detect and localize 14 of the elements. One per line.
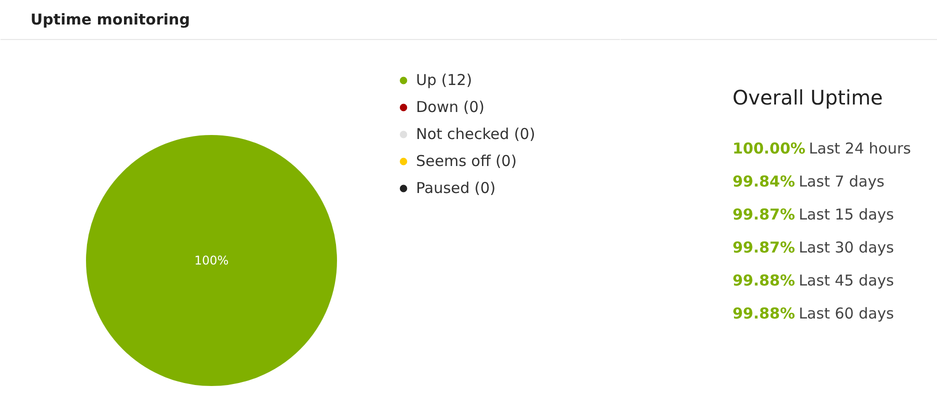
data-label: 100%: [194, 254, 229, 268]
legend-label: Not checked (0): [416, 125, 536, 143]
legend-label: Up (12): [416, 71, 472, 89]
legend-label: Paused (0): [416, 179, 496, 197]
text: 99.84% Last 7 days: [732, 172, 885, 190]
text: 99.87% Last 15 days: [732, 206, 894, 224]
legend-label: Down (0): [416, 98, 485, 116]
legend-label: Seems off (0): [416, 152, 517, 170]
text: 99.87% Last 30 days: [732, 238, 894, 256]
text: 99.88% Last 45 days: [732, 272, 894, 290]
text: 100.00% Last 24 hours: [732, 140, 912, 158]
text: 99.88% Last 60 days: [732, 304, 894, 322]
text: Overall Uptime: [732, 86, 883, 110]
chart-title: Uptime monitoring: [30, 10, 190, 28]
